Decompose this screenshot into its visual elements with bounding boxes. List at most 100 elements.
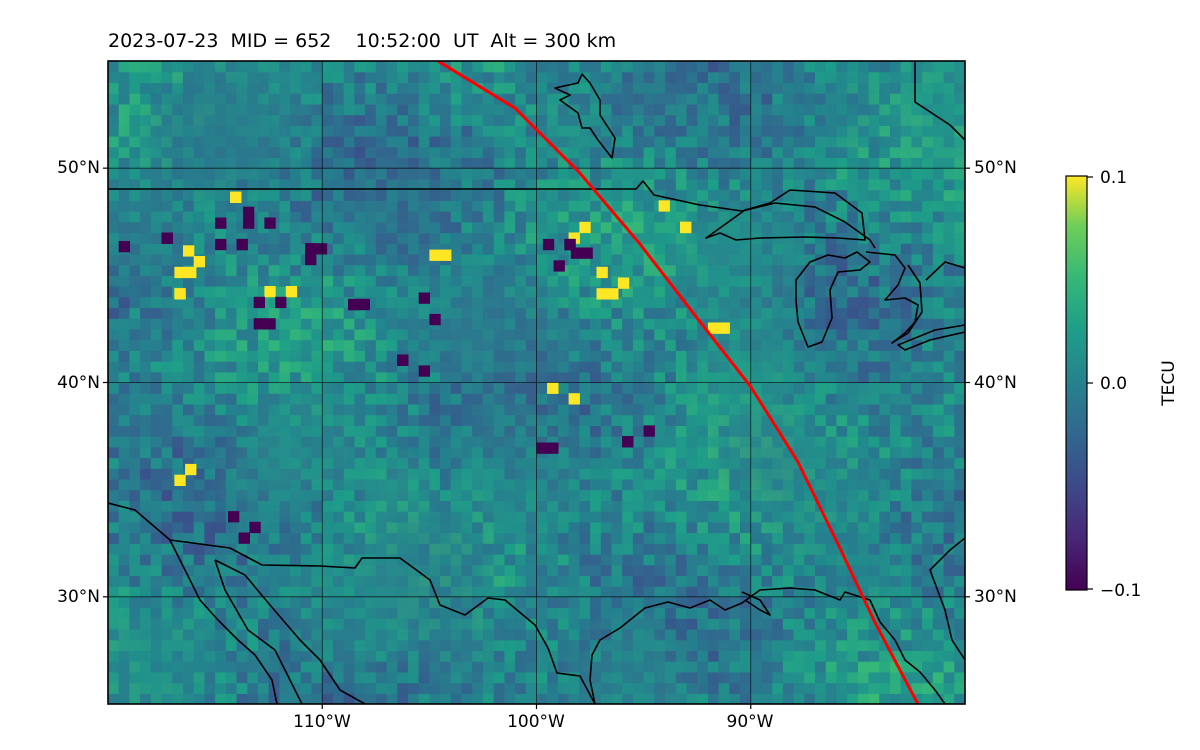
- tec-cell: [557, 403, 570, 416]
- tec-cell: [311, 189, 323, 201]
- tec-cell: [804, 146, 816, 158]
- tec-cell: [847, 275, 859, 287]
- tec-cell: [707, 650, 720, 662]
- tec-cell: [825, 178, 837, 191]
- tec-cell: [108, 607, 120, 619]
- tec-cell: [225, 211, 238, 223]
- tec-cell: [761, 586, 773, 598]
- tec-cell: [943, 436, 955, 448]
- tec-cell: [386, 403, 398, 416]
- tec-cell: [172, 71, 184, 83]
- tec-cell: [129, 296, 141, 309]
- tec-cell: [868, 296, 880, 309]
- tec-cell: [654, 350, 666, 362]
- tec-cell: [258, 286, 270, 298]
- tec-cell: [665, 607, 677, 619]
- tec-cell: [450, 478, 463, 491]
- tec-cell: [557, 543, 570, 555]
- tec-cell: [322, 189, 334, 201]
- tec-cell: [632, 243, 645, 255]
- tec-negative-hotspot: [215, 217, 227, 229]
- tec-cell: [622, 607, 634, 619]
- tec-cell: [268, 639, 280, 651]
- tec-cell: [140, 532, 152, 544]
- tec-cell: [140, 146, 152, 158]
- tec-cell: [482, 221, 495, 234]
- tec-cell: [461, 511, 473, 523]
- tec-cell: [268, 211, 280, 223]
- tec-cell: [654, 178, 666, 191]
- tec-cell: [311, 693, 323, 704]
- tec-cell: [322, 82, 334, 94]
- tec-cell: [354, 243, 366, 255]
- tec-cell: [268, 178, 280, 191]
- tec-cell: [900, 275, 912, 287]
- tec-cell: [418, 114, 430, 126]
- tec-cell: [590, 371, 602, 384]
- tec-cell: [665, 436, 677, 448]
- tec-cell: [418, 403, 430, 416]
- tec-cell: [632, 211, 645, 223]
- tec-cell: [943, 489, 955, 501]
- tec-cell: [729, 125, 741, 137]
- tec-cell: [632, 500, 645, 512]
- tec-cell: [236, 543, 248, 555]
- tec-cell: [922, 318, 934, 330]
- tec-cell: [579, 200, 591, 212]
- tec-cell: [643, 264, 655, 276]
- tec-cell: [225, 253, 238, 266]
- tec-cell: [600, 586, 613, 598]
- tec-cell: [954, 425, 965, 437]
- tec-cell: [697, 650, 709, 662]
- tec-cell: [836, 146, 848, 158]
- tec-cell: [450, 682, 463, 694]
- tec-cell: [686, 178, 698, 191]
- tec-cell: [922, 521, 934, 534]
- tec-cell: [129, 286, 141, 298]
- tec-cell: [868, 339, 880, 351]
- tec-cell: [225, 639, 238, 651]
- tec-cell: [932, 189, 945, 201]
- lat-tick-label-left-40: 40°N: [57, 373, 100, 393]
- tec-cell: [665, 382, 677, 394]
- tec-cell: [815, 629, 827, 641]
- tec-cell: [857, 446, 870, 459]
- tec-cell: [236, 221, 248, 234]
- tec-cell: [450, 168, 463, 180]
- tec-cell: [793, 618, 805, 630]
- tec-cell: [654, 307, 666, 319]
- tec-cell: [375, 307, 388, 319]
- tec-cell: [183, 586, 195, 598]
- tec-cell: [568, 157, 580, 169]
- tec-cell: [686, 650, 698, 662]
- tec-negative-hotspot: [305, 243, 317, 255]
- tec-cell: [536, 200, 548, 212]
- tec-cell: [108, 382, 120, 394]
- tec-cell: [386, 661, 398, 673]
- tec-cell: [183, 543, 195, 555]
- tec-cell: [654, 425, 666, 437]
- tec-cell: [815, 157, 827, 169]
- tec-cell: [804, 371, 816, 384]
- tec-cell: [590, 457, 602, 469]
- tec-cell: [236, 286, 248, 298]
- tec-cell: [943, 318, 955, 330]
- tec-cell: [686, 425, 698, 437]
- tec-cell: [247, 414, 259, 426]
- tec-cell: [386, 136, 398, 148]
- tec-cell: [450, 146, 463, 158]
- tec-cell: [622, 457, 634, 469]
- tec-cell: [440, 71, 452, 83]
- tec-cell: [890, 693, 902, 704]
- tec-cell: [954, 478, 965, 491]
- tec-cell: [879, 286, 891, 298]
- tec-cell: [611, 103, 623, 116]
- tec-cell: [118, 521, 130, 534]
- tec-cell: [193, 275, 205, 287]
- tec-cell: [729, 682, 741, 694]
- baja-inner-shore: [214, 559, 366, 704]
- tec-cell: [632, 146, 645, 158]
- tec-cell: [365, 318, 377, 330]
- tec-cell: [525, 232, 538, 244]
- tec-cell: [108, 146, 120, 158]
